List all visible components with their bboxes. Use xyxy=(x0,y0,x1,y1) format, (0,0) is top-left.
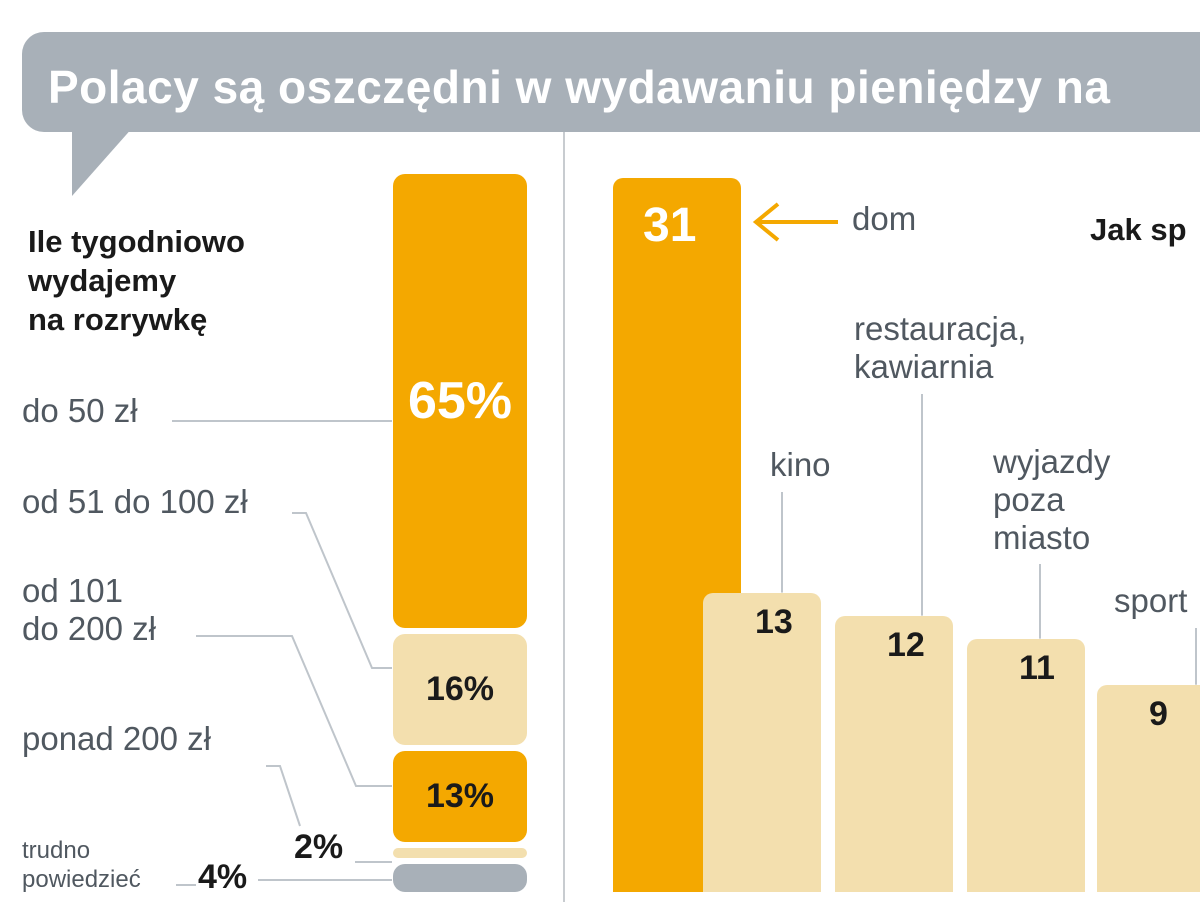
speech-bubble-tail xyxy=(72,126,134,196)
bar xyxy=(835,615,953,892)
bar-category-label: dom xyxy=(852,200,917,237)
leader-line xyxy=(266,765,301,827)
right-chart-title: Jak sp xyxy=(1090,212,1187,247)
bar-value-label: 13 xyxy=(755,602,793,641)
banner-title: Polacy są oszczędni w wydawaniu pieniędz… xyxy=(48,61,1111,113)
segment-category-label: do 50 zł xyxy=(22,392,138,429)
bar-value-label: 9 xyxy=(1149,694,1168,733)
stacked-segment xyxy=(393,864,527,892)
stacked-segment: 16% xyxy=(393,633,527,746)
segment-category-label: od 101 do 200 zł xyxy=(22,572,156,647)
segment-value-label: 4% xyxy=(198,858,248,896)
bar xyxy=(967,638,1085,892)
arrow-head-icon xyxy=(752,202,780,242)
leader-line xyxy=(292,512,392,669)
segment-value-label: 2% xyxy=(294,828,344,866)
stacked-segment: 65% xyxy=(393,174,527,628)
segment-value-label: 16% xyxy=(425,669,495,708)
bar-category-label: wyjazdy poza miasto xyxy=(993,443,1111,556)
stacked-segment: 13% xyxy=(393,751,527,843)
bar-category-label: kino xyxy=(770,446,831,483)
segment-category-label: trudno powiedzieć xyxy=(22,837,141,893)
stacked-segment xyxy=(393,848,527,859)
bar-category-label: restauracja, kawiarnia xyxy=(854,310,1027,385)
left-chart-title: Ile tygodniowo wydajemy na rozrywkę xyxy=(28,224,245,337)
bar-value-label: 31 xyxy=(643,199,697,252)
leader-line xyxy=(196,635,392,787)
segment-category-label: ponad 200 zł xyxy=(22,720,211,757)
segment-value-label: 13% xyxy=(425,777,495,816)
title-banner xyxy=(22,32,1200,132)
bar-category-label: sport xyxy=(1114,582,1188,619)
bar-value-label: 11 xyxy=(1019,648,1055,687)
bar xyxy=(703,592,821,892)
bar xyxy=(1097,684,1200,892)
segment-category-label: od 51 do 100 zł xyxy=(22,483,248,520)
segment-value-label: 65% xyxy=(407,371,513,430)
panel-divider xyxy=(563,132,565,902)
bar-value-label: 12 xyxy=(887,625,925,664)
